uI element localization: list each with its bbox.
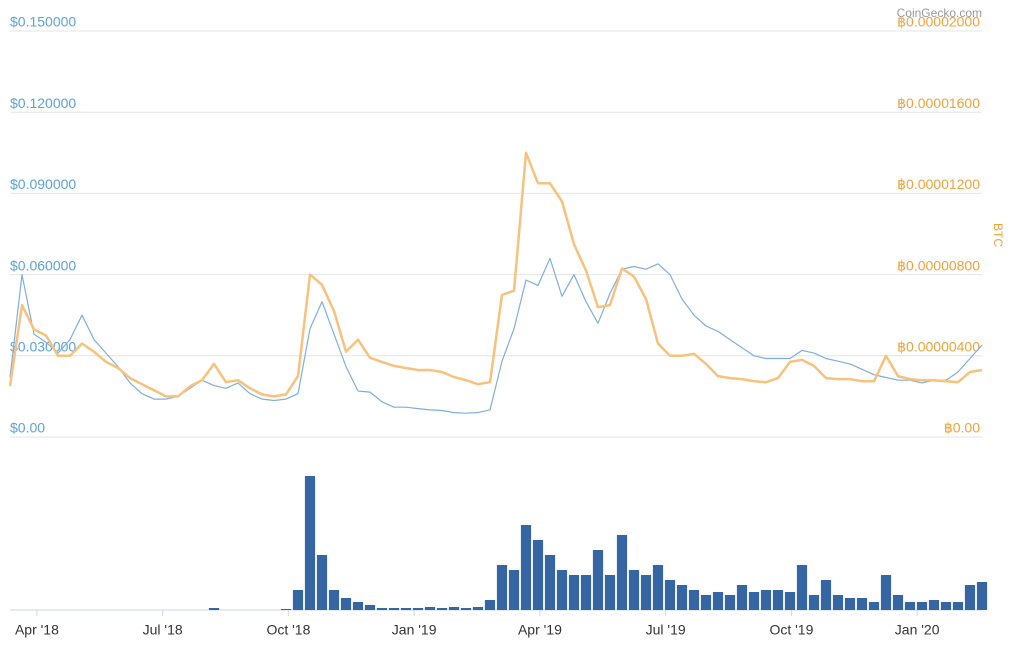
volume-bar xyxy=(940,602,952,610)
x-tick-label: Jan '19 xyxy=(392,622,437,638)
volume-bar xyxy=(976,582,988,610)
volume-bar xyxy=(400,608,412,610)
x-tick-label: Apr '19 xyxy=(518,622,562,638)
volume-bar xyxy=(712,592,724,610)
volume-bar xyxy=(280,609,292,610)
volume-bar xyxy=(376,608,388,610)
y2-tick-label: ฿0.00000800 xyxy=(897,257,980,273)
y-tick-label: $0.00 xyxy=(10,420,45,436)
y2-tick-label: ฿0.00001600 xyxy=(897,95,980,111)
volume-bar xyxy=(832,595,844,610)
y2-tick-label: ฿0.00 xyxy=(944,420,980,436)
volume-bar xyxy=(952,602,964,610)
y-tick-label: $0.150000 xyxy=(10,14,76,30)
price-line xyxy=(9,257,983,414)
volume-bar xyxy=(388,608,400,610)
volume-bar xyxy=(880,575,892,610)
volume-bar xyxy=(628,570,640,610)
volume-bar xyxy=(508,570,520,610)
y2-tick-label: ฿0.00002000 xyxy=(897,14,980,30)
y-tick-label: $0.120000 xyxy=(10,95,76,111)
volume-bar xyxy=(436,608,448,610)
volume-bar xyxy=(592,550,604,610)
volume-bar xyxy=(640,575,652,610)
volume-bar xyxy=(676,585,688,610)
volume-bar xyxy=(484,600,496,610)
volume-bar xyxy=(604,575,616,610)
volume-bar xyxy=(760,590,772,610)
x-tick-label: Jul '19 xyxy=(646,622,686,638)
volume-bar xyxy=(736,585,748,610)
volume-bar xyxy=(520,525,532,610)
volume-bar xyxy=(820,580,832,610)
volume-bar xyxy=(868,602,880,610)
volume-bar xyxy=(664,580,676,610)
y-tick-label: $0.090000 xyxy=(10,176,76,192)
volume-bar xyxy=(496,565,508,610)
x-tick-label: Oct '18 xyxy=(266,622,310,638)
volume-bar xyxy=(748,592,760,610)
volume-bar xyxy=(700,595,712,610)
volume-bar xyxy=(904,602,916,610)
volume-bar xyxy=(460,608,472,610)
volume-bar xyxy=(208,608,220,610)
y2-axis-label: BTC xyxy=(991,223,1005,247)
volume-bar xyxy=(424,607,436,610)
volume-bar xyxy=(784,592,796,610)
x-tick-label: Oct '19 xyxy=(769,622,813,638)
volume-bar xyxy=(844,598,856,610)
volume-bar xyxy=(808,595,820,610)
volume-bar xyxy=(772,590,784,610)
y-tick-label: $0.060000 xyxy=(10,257,76,273)
volume-bar xyxy=(352,602,364,610)
volume-bar xyxy=(328,590,340,610)
y2-tick-label: ฿0.00001200 xyxy=(897,176,980,192)
volume-bar xyxy=(472,607,484,610)
volume-bar xyxy=(916,602,928,610)
volume-bar xyxy=(340,598,352,610)
volume-bar xyxy=(688,590,700,610)
volume-bar xyxy=(796,565,808,610)
volume-bar xyxy=(724,595,736,610)
volume-bar xyxy=(556,570,568,610)
x-tick-label: Jan '20 xyxy=(895,622,940,638)
price-line xyxy=(8,151,983,398)
volume-bar xyxy=(652,565,664,610)
x-tick-label: Jul '18 xyxy=(143,622,183,638)
x-tick-label: Apr '18 xyxy=(15,622,59,638)
volume-bar xyxy=(544,555,556,610)
volume-bar xyxy=(856,598,868,610)
volume-bar xyxy=(448,607,460,610)
volume-bar xyxy=(616,535,628,610)
volume-bar xyxy=(412,608,424,610)
volume-bar xyxy=(580,575,592,610)
volume-bar xyxy=(892,595,904,610)
volume-bar xyxy=(928,600,940,610)
volume-bar xyxy=(964,585,976,610)
volume-bar xyxy=(568,575,580,610)
watermark: CoinGecko.com xyxy=(897,6,982,20)
volume-bar xyxy=(292,590,304,610)
volume-bar xyxy=(304,476,316,610)
volume-bar xyxy=(316,555,328,610)
volume-bar xyxy=(364,605,376,610)
volume-bar xyxy=(532,540,544,610)
y2-tick-label: ฿0.00000400 xyxy=(897,339,980,355)
